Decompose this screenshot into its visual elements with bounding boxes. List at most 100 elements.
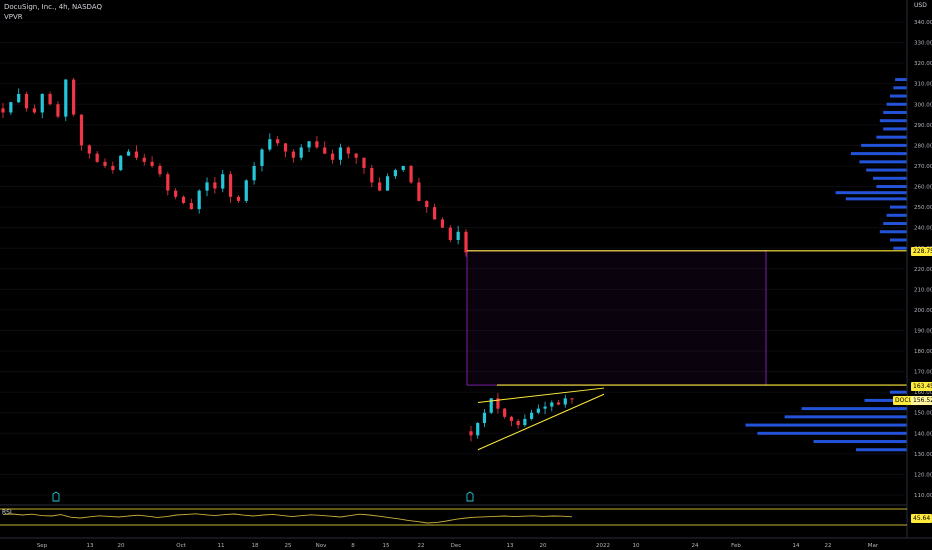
candle bbox=[509, 415, 513, 427]
candle-body bbox=[464, 231, 468, 253]
volume-profile-bar bbox=[886, 213, 907, 217]
candle bbox=[276, 135, 280, 146]
price-gap-box bbox=[466, 250, 767, 386]
candle bbox=[103, 158, 107, 169]
earnings-marker-shape bbox=[52, 491, 60, 502]
candle bbox=[142, 153, 146, 166]
earnings-marker-icon[interactable] bbox=[52, 491, 60, 502]
time-tick-label: 13 bbox=[87, 543, 94, 549]
candle-body bbox=[95, 153, 99, 162]
candle-body bbox=[469, 431, 473, 436]
candle bbox=[111, 161, 115, 174]
time-tick-label: 15 bbox=[383, 543, 390, 549]
chart-grid bbox=[0, 21, 905, 496]
volume-profile-bar bbox=[745, 423, 907, 427]
volume-profile-bar bbox=[893, 246, 907, 250]
candle bbox=[221, 169, 225, 193]
candle-body bbox=[378, 182, 382, 191]
price-tick-label: 240.00 bbox=[914, 226, 932, 232]
time-tick-label: Mar bbox=[868, 543, 879, 549]
volume-profile-bar bbox=[883, 127, 907, 131]
candle bbox=[401, 165, 405, 172]
time-axis[interactable]: Sep 13 20 Oct 11 18 25 Nov 8 15 22 Dec 13 20 2022 10 24 F… bbox=[0, 537, 932, 549]
candle-body bbox=[425, 200, 429, 208]
candle bbox=[9, 101, 13, 115]
candle bbox=[563, 394, 567, 408]
candle bbox=[323, 141, 327, 155]
candle bbox=[464, 229, 468, 257]
candle bbox=[291, 149, 295, 163]
time-tick-label: 10 bbox=[633, 543, 640, 549]
candle bbox=[482, 408, 487, 428]
level-low-price-tag: 163.45 bbox=[911, 382, 932, 391]
candle-body bbox=[40, 93, 44, 113]
candle bbox=[307, 140, 311, 153]
price-tick-label: 150.00 bbox=[914, 411, 932, 417]
candle-body bbox=[563, 398, 567, 405]
volume-profile-bar bbox=[801, 407, 907, 411]
volume-profile-bar bbox=[856, 448, 907, 452]
volume-profile-bar bbox=[866, 168, 907, 172]
candle bbox=[448, 225, 452, 243]
candle bbox=[17, 88, 21, 104]
candle-body bbox=[489, 398, 493, 413]
candle-body bbox=[174, 190, 178, 197]
candle bbox=[338, 143, 343, 165]
candle-body bbox=[268, 139, 272, 150]
candle-body bbox=[72, 79, 76, 115]
candle-body bbox=[166, 174, 170, 191]
candle-body bbox=[346, 147, 350, 154]
candle bbox=[496, 392, 500, 414]
time-tick-label: 22 bbox=[418, 543, 425, 549]
candle-body bbox=[448, 227, 452, 240]
volume-profile-bar bbox=[835, 191, 907, 195]
candle bbox=[425, 200, 429, 213]
candle-body bbox=[550, 402, 554, 407]
candle-body bbox=[142, 157, 146, 162]
wedge-lower-trendline bbox=[477, 393, 605, 451]
price-tick-label: 110.00 bbox=[914, 493, 932, 499]
candle bbox=[556, 400, 561, 406]
candle bbox=[40, 93, 44, 119]
candle bbox=[72, 77, 76, 117]
time-tick-label: 11 bbox=[218, 543, 225, 549]
time-tick-label: 20 bbox=[540, 543, 547, 549]
candle bbox=[393, 168, 397, 179]
candle-body bbox=[401, 165, 405, 171]
price-tick-label: 290.00 bbox=[914, 123, 932, 129]
earnings-marker-icon[interactable] bbox=[466, 491, 474, 502]
candle bbox=[409, 164, 413, 184]
indicator-label[interactable]: VPVR bbox=[4, 13, 23, 21]
time-tick-label: Sep bbox=[37, 543, 48, 549]
current-price-tag: 156.52 bbox=[911, 396, 932, 405]
price-tick-label: 330.00 bbox=[914, 41, 932, 47]
candle-body bbox=[205, 182, 209, 191]
symbol-title: DocuSign, Inc., 4h, NASDAQ bbox=[4, 3, 102, 11]
price-tick-label: 340.00 bbox=[914, 20, 932, 26]
candle-body bbox=[456, 231, 460, 240]
candle bbox=[205, 177, 209, 197]
candle-body bbox=[48, 93, 52, 105]
candle bbox=[370, 165, 374, 188]
candle-body bbox=[260, 149, 264, 166]
candle bbox=[48, 91, 52, 106]
price-tick-label: 140.00 bbox=[914, 431, 932, 437]
candle bbox=[456, 225, 460, 245]
candle bbox=[536, 404, 540, 415]
price-tick-label: 180.00 bbox=[914, 349, 932, 355]
candle-body bbox=[417, 182, 421, 201]
candle bbox=[197, 189, 201, 214]
candle bbox=[362, 157, 366, 175]
candle bbox=[236, 195, 241, 203]
rsi-label: RSI bbox=[2, 509, 12, 516]
volume-profile-bar bbox=[861, 143, 907, 147]
time-tick-label: Oct bbox=[176, 543, 186, 549]
candle bbox=[228, 171, 233, 203]
price-axis[interactable]: 110.00 120.00 130.00 140.00 150.00 160.00 170.… bbox=[906, 0, 932, 538]
candle bbox=[299, 144, 303, 161]
candle-body bbox=[330, 153, 335, 160]
candle bbox=[79, 114, 84, 151]
price-tick-label: 280.00 bbox=[914, 143, 932, 149]
price-tick-label: 160.00 bbox=[914, 390, 932, 396]
